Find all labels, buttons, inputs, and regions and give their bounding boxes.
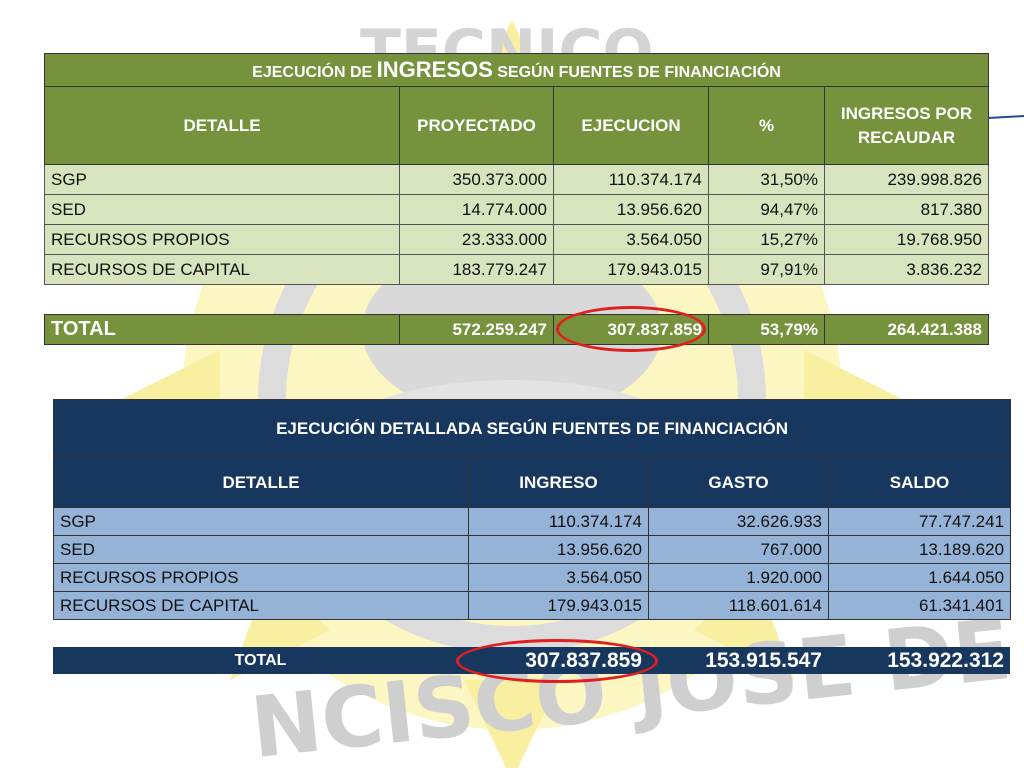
total-proyectado: 572.259.247: [399, 314, 554, 345]
cell-detalle: RECURSOS DE CAPITAL: [44, 254, 400, 285]
header-detalle: DETALLE: [44, 86, 400, 165]
cell-por-recaudar: 3.836.232: [823, 254, 990, 285]
cell-ejecucion: 13.956.620: [553, 194, 709, 225]
cell-saldo: 13.189.620: [827, 535, 1012, 564]
cell-ejecucion: 3.564.050: [553, 224, 709, 255]
header-proyectado: PROYECTADO: [399, 86, 554, 165]
cell-detalle: SGP: [53, 507, 469, 536]
cell-proyectado: 14.774.000: [399, 194, 554, 225]
total-saldo: 153.922.312: [828, 647, 1010, 674]
total-gasto: 153.915.547: [648, 647, 828, 674]
cell-saldo: 1.644.050: [827, 563, 1012, 592]
table-row: SED 13.956.620 767.000 13.189.620: [53, 535, 1012, 564]
cell-por-recaudar: 817.380: [823, 194, 990, 225]
cell-gasto: 767.000: [648, 535, 829, 564]
cell-gasto: 1.920.000: [648, 563, 829, 592]
header-percent: %: [708, 86, 825, 165]
header-ejecucion: EJECUCION: [553, 86, 709, 165]
cell-proyectado: 23.333.000: [399, 224, 554, 255]
cell-ingreso: 110.374.174: [468, 507, 649, 536]
title-highlight: INGRESOS: [376, 57, 493, 82]
title-prefix: EJECUCIÓN DE: [252, 64, 373, 81]
cell-detalle: SED: [53, 535, 469, 564]
cell-por-recaudar: 239.998.826: [823, 164, 990, 195]
cell-saldo: 77.747.241: [827, 507, 1012, 536]
table-row: SGP 110.374.174 32.626.933 77.747.241: [53, 507, 1012, 536]
detallada-table: EJECUCIÓN DETALLADA SEGÚN FUENTES DE FIN…: [52, 399, 1012, 620]
header-ingreso: INGRESO: [468, 457, 649, 508]
ingresos-table-title: EJECUCIÓN DE INGRESOS SEGÚN FUENTES DE F…: [43, 53, 990, 87]
total-percent: 53,79%: [708, 314, 825, 345]
table-row: RECURSOS PROPIOS 23.333.000 3.564.050 15…: [44, 224, 990, 255]
cell-saldo: 61.341.401: [827, 591, 1012, 620]
table-row: RECURSOS PROPIOS 3.564.050 1.920.000 1.6…: [53, 563, 1012, 592]
table-row: RECURSOS DE CAPITAL 183.779.247 179.943.…: [44, 254, 990, 285]
cell-ejecucion: 179.943.015: [553, 254, 709, 285]
cell-ejecucion: 110.374.174: [553, 164, 709, 195]
ingresos-table: EJECUCIÓN DE INGRESOS SEGÚN FUENTES DE F…: [43, 53, 990, 285]
cell-gasto: 32.626.933: [648, 507, 829, 536]
total-label: TOTAL: [44, 314, 400, 345]
total-label: TOTAL: [53, 647, 468, 674]
highlight-ring-ejecucion: [556, 306, 706, 352]
cell-proyectado: 183.779.247: [399, 254, 554, 285]
cell-gasto: 118.601.614: [648, 591, 829, 620]
title-suffix: SEGÚN FUENTES DE FINANCIACIÓN: [497, 64, 781, 81]
cell-percent: 97,91%: [708, 254, 825, 285]
cell-ingreso: 179.943.015: [468, 591, 649, 620]
cell-detalle: RECURSOS PROPIOS: [44, 224, 400, 255]
cell-percent: 94,47%: [708, 194, 825, 225]
header-detalle: DETALLE: [53, 457, 469, 508]
table-row: RECURSOS DE CAPITAL 179.943.015 118.601.…: [53, 591, 1012, 620]
cell-detalle: SED: [44, 194, 400, 225]
cell-por-recaudar: 19.768.950: [823, 224, 990, 255]
cell-ingreso: 13.956.620: [468, 535, 649, 564]
highlight-ring-ingreso: [456, 639, 658, 683]
connector-line: [988, 115, 1024, 119]
cell-percent: 31,50%: [708, 164, 825, 195]
header-saldo: SALDO: [827, 457, 1012, 508]
cell-percent: 15,27%: [708, 224, 825, 255]
cell-detalle: RECURSOS PROPIOS: [53, 563, 469, 592]
detallada-table-title: EJECUCIÓN DETALLADA SEGÚN FUENTES DE FIN…: [52, 399, 1012, 458]
cell-detalle: SGP: [44, 164, 400, 195]
cell-ingreso: 3.564.050: [468, 563, 649, 592]
header-ingresos-por-recaudar: INGRESOS POR RECAUDAR: [823, 86, 990, 165]
table-row: SED 14.774.000 13.956.620 94,47% 817.380: [44, 194, 990, 225]
cell-proyectado: 350.373.000: [399, 164, 554, 195]
header-gasto: GASTO: [648, 457, 829, 508]
ingresos-total-row: TOTAL 572.259.247 307.837.859 53,79% 264…: [44, 314, 989, 345]
cell-detalle: RECURSOS DE CAPITAL: [53, 591, 469, 620]
table-row: SGP 350.373.000 110.374.174 31,50% 239.9…: [44, 164, 990, 195]
total-por-recaudar: 264.421.388: [824, 314, 989, 345]
